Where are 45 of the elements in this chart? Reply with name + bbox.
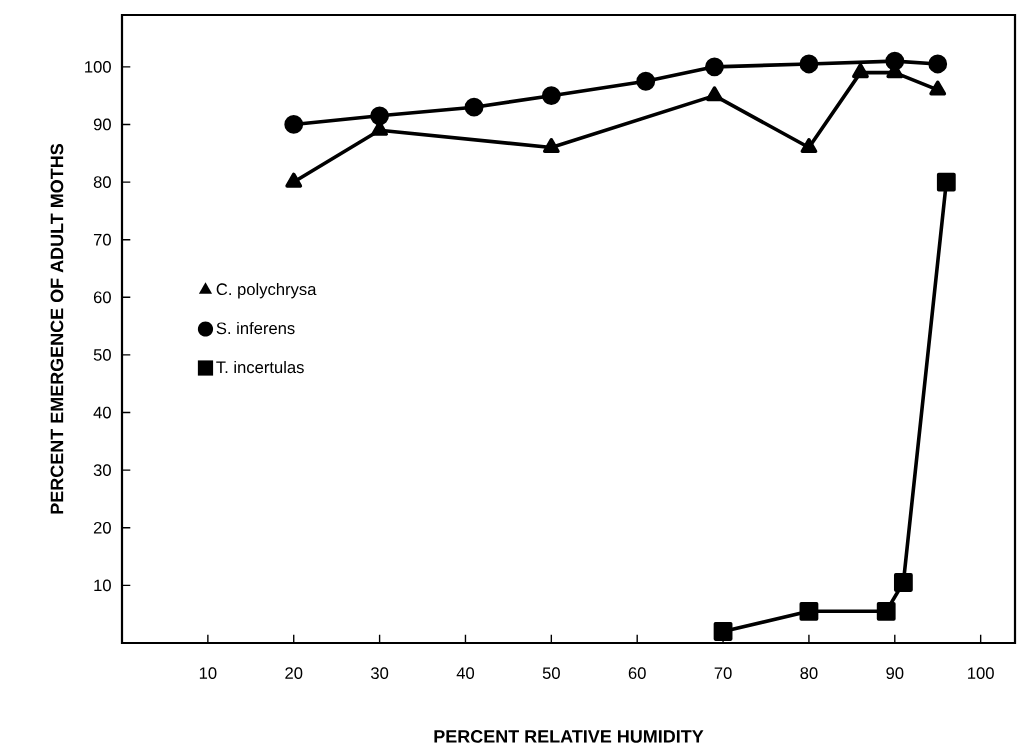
point [929, 80, 947, 96]
legend-label: C. polychrysa [216, 282, 317, 299]
point [799, 54, 819, 74]
point [464, 97, 484, 117]
point [636, 71, 656, 91]
point [285, 172, 303, 188]
x-tick-label: 10 [199, 667, 217, 680]
y-tick-label: 20 [93, 521, 111, 534]
y-tick-label: 10 [94, 579, 111, 592]
point [799, 601, 819, 621]
point [800, 138, 818, 154]
y-tick-label: 60 [93, 291, 111, 304]
y-tick-label: 40 [93, 406, 111, 419]
x-axis-title: PERCENT RELATIVE HUMIDITY [434, 730, 704, 743]
x-tick-label: 100 [968, 667, 994, 680]
x-tick-label: 30 [370, 667, 389, 680]
y-tick-label: 70 [93, 233, 111, 246]
x-tick-label: 70 [714, 667, 732, 680]
point [852, 63, 869, 79]
y-tick-label: 100 [85, 60, 111, 73]
y-tick-label: 90 [93, 118, 111, 131]
x-tick-label: 80 [800, 667, 818, 680]
point [936, 172, 956, 192]
point [876, 601, 896, 621]
point [928, 54, 948, 74]
point [706, 86, 723, 102]
point [542, 138, 560, 154]
x-tick-label: 60 [628, 667, 646, 680]
x-tick-label: 20 [285, 667, 303, 680]
y-tick-label: 80 [93, 176, 111, 188]
point [370, 106, 390, 126]
y-tick-label: 50 [93, 349, 111, 361]
legend-label: T. incertulas [216, 360, 304, 374]
x-tick-label: 50 [542, 667, 560, 680]
legend-label: S. inferens [216, 321, 295, 335]
point [541, 86, 561, 106]
y-axis-title: PERCENT EMERGENCE OF ADULT MOTHS [50, 143, 64, 514]
x-tick-label: 90 [886, 667, 904, 680]
point [893, 573, 913, 592]
x-tick-label: 40 [456, 667, 475, 680]
point [885, 51, 905, 71]
point [713, 622, 733, 641]
point [705, 57, 724, 77]
y-tick-label: 30 [93, 464, 111, 477]
point [284, 115, 304, 134]
